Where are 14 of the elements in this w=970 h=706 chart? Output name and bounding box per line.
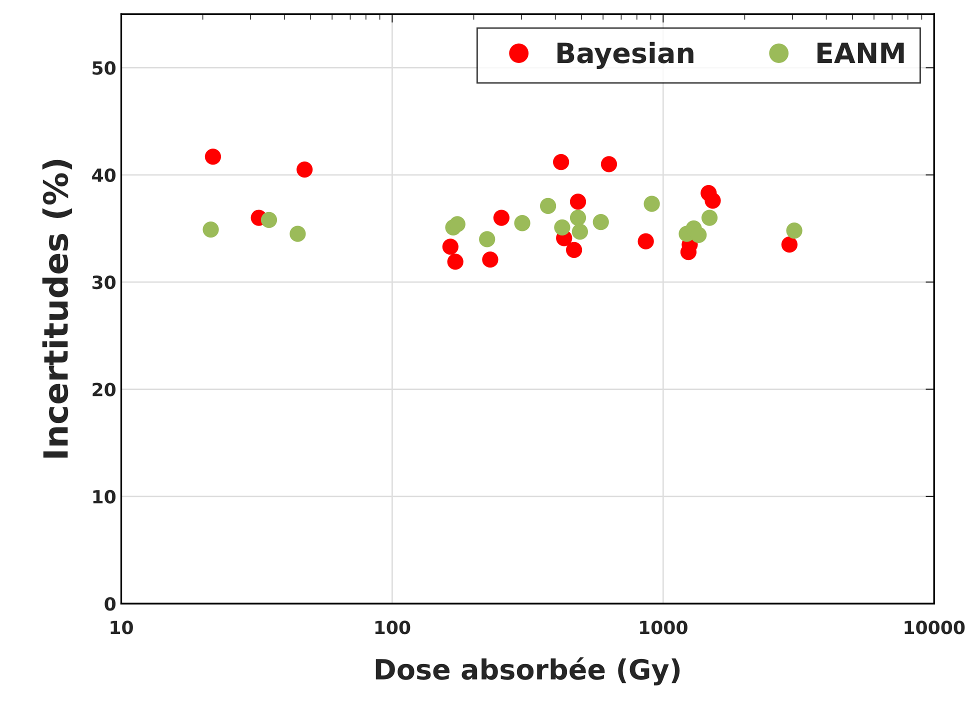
x-tick-label: 10000 (904, 620, 965, 634)
x-tick-label: 10 (110, 620, 133, 634)
legend-label: Bayesian (558, 42, 694, 69)
y-tick-label: 0 (104, 597, 116, 611)
y-tick-label: 40 (92, 168, 116, 182)
y-tick-label: 30 (92, 276, 116, 290)
x-axis-title: Dose absorbée (Gy) (376, 657, 680, 686)
y-tick-label: 10 (93, 490, 116, 504)
x-tick-label: 100 (375, 620, 410, 634)
x-tick-label: 1000 (640, 620, 688, 634)
legend-label: EANM (818, 42, 904, 64)
y-tick-label: 20 (92, 382, 116, 396)
y-tick-label: 50 (92, 61, 116, 75)
y-axis-title: Incertitudes (%) (42, 160, 72, 458)
